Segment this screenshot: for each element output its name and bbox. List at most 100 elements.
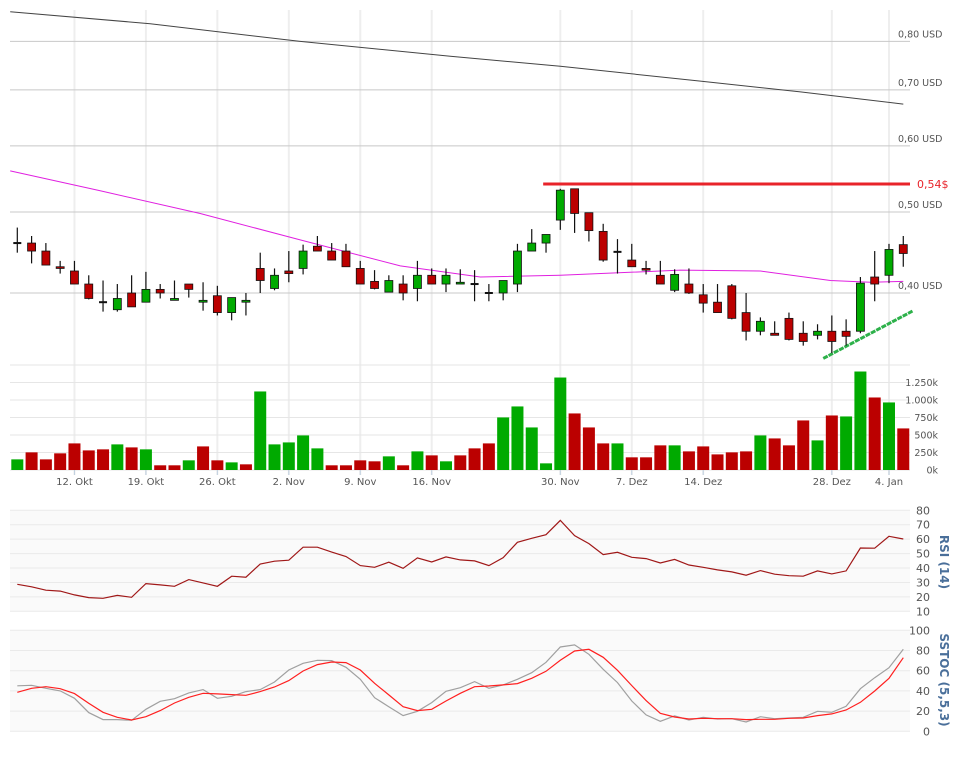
volume-bar [225,462,238,470]
candle-body [341,250,351,268]
candle [484,284,493,302]
volume-bar [782,445,795,470]
volume-bar [840,416,853,470]
volume-bar [211,460,224,470]
candle [584,212,594,242]
candle-body [613,250,622,253]
volume-bar [640,457,653,470]
indicator-line [17,519,904,599]
volume-bar [297,435,310,470]
indicator-tick-label: 40 [916,562,930,575]
volume-bar [397,465,410,470]
candle [241,293,251,316]
candle-body [184,283,194,290]
volume-bar [754,435,767,470]
candle [555,188,565,230]
candle-body [570,188,580,214]
volume-tick-label: 0k [926,466,938,477]
candle [770,321,780,336]
volume-bar [82,450,95,470]
volume-bar [97,449,110,470]
candle [841,319,851,346]
volume-bar [311,448,324,470]
volume-bar [668,445,681,470]
volume-bar [168,465,181,470]
candle-body [255,268,265,281]
volume-bar [682,451,695,470]
indicator-tick-label: 20 [916,705,930,718]
candle [127,275,137,308]
price-tick-label: 0,60 USD [898,134,942,145]
volume-bar [697,446,710,470]
volume-bar [454,455,467,470]
volume-bar [268,444,281,470]
candle-body [327,250,337,261]
volume-bar [768,438,781,470]
candle-body [312,245,322,252]
candle [655,260,665,285]
candle [498,280,508,301]
volume-bar [325,465,338,470]
candle [713,284,722,313]
price-tick-label: 0,80 USD [898,29,942,40]
candle-body [513,250,522,285]
candle [441,268,451,293]
candle [627,243,637,268]
volume-bar [111,444,124,470]
volume-bar [254,391,267,470]
volume-bar [797,420,810,470]
candle-body [498,280,508,294]
volume-bar [139,449,152,470]
indicator-tick-label: 80 [916,504,930,517]
candle [384,275,394,293]
candle-body [112,298,122,311]
candle-body [155,288,165,294]
candle [341,243,351,268]
volume-bar [740,451,753,470]
volume-bar [711,454,724,470]
volume-bar [282,442,295,470]
candle [613,239,622,274]
candle [27,236,36,264]
candle [270,268,279,291]
price-tick-label: 0,70 USD [898,78,942,89]
indicator-tick-label: 80 [916,645,930,658]
candle [598,223,608,262]
candle-body [427,274,437,285]
volume-bar [125,447,138,470]
volume-bar [568,413,581,470]
resistance-label: 0,54$ [917,178,949,191]
candle [813,324,822,340]
volume-bar [39,459,52,470]
candle-body [27,242,36,252]
indicator-title: SSTOC (5,5,3) [937,633,951,726]
volume-bar [582,427,595,470]
volume-bar [354,460,367,470]
candle-body [13,242,22,245]
volume-bar [411,451,424,470]
volume-tick-label: 750k [914,413,938,424]
candle [355,260,365,285]
gridlines [10,10,910,475]
candle [99,280,108,312]
support-trendline [822,309,914,360]
volume-bar [25,452,38,470]
candle-body [284,270,294,274]
candle [41,243,51,266]
moving-average-line [10,170,904,283]
candle [70,260,79,285]
candle-body [798,332,808,342]
candle-body [270,274,279,289]
indicator-tick-label: 20 [916,591,930,604]
candle-body [784,317,794,340]
volume-bar [54,453,67,470]
volume-tick-label: 1.000k [905,396,938,407]
candle [370,270,379,290]
x-tick-label: 16. Nov [412,477,451,488]
candle-body [470,283,479,286]
candle-body [127,292,137,308]
x-tick-label: 28. Dez [813,477,851,488]
volume-bar [868,397,881,470]
volume-bar [239,464,252,470]
